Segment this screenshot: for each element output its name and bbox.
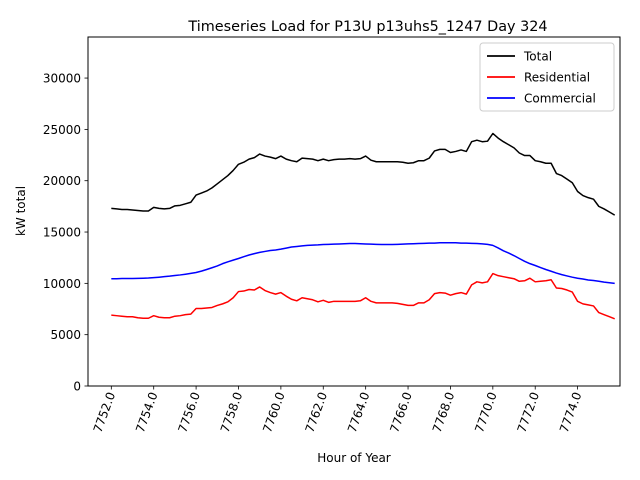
plot-lines	[111, 132, 616, 320]
series-line-total	[111, 132, 616, 216]
y-tick-label: 10000	[43, 277, 81, 291]
legend-label-residential: Residential	[524, 71, 590, 85]
series-line-commercial	[111, 241, 615, 285]
legend-label-total: Total	[523, 50, 552, 64]
chart-title: Timeseries Load for P13U p13uhs5_1247 Da…	[187, 19, 547, 35]
series-line-residential	[111, 272, 615, 320]
y-axis-ticks: 0 5000 10000 15000 20000 25000 30000	[43, 72, 88, 394]
y-tick-label: 30000	[43, 72, 81, 86]
legend-label-commercial: Commercial	[524, 92, 596, 106]
legend-box	[479, 42, 615, 112]
y-tick-label: 15000	[43, 226, 81, 240]
plot-area-frame	[87, 36, 621, 387]
x-axis-label: Hour of Year	[317, 451, 391, 465]
legend: Total Residential Commercial	[479, 42, 615, 112]
y-tick-label: 20000	[43, 174, 81, 188]
y-tick-label: 5000	[50, 328, 81, 342]
y-axis-label: kW total	[14, 186, 28, 236]
y-tick-label: 0	[73, 380, 81, 394]
y-tick-label: 25000	[43, 123, 81, 137]
